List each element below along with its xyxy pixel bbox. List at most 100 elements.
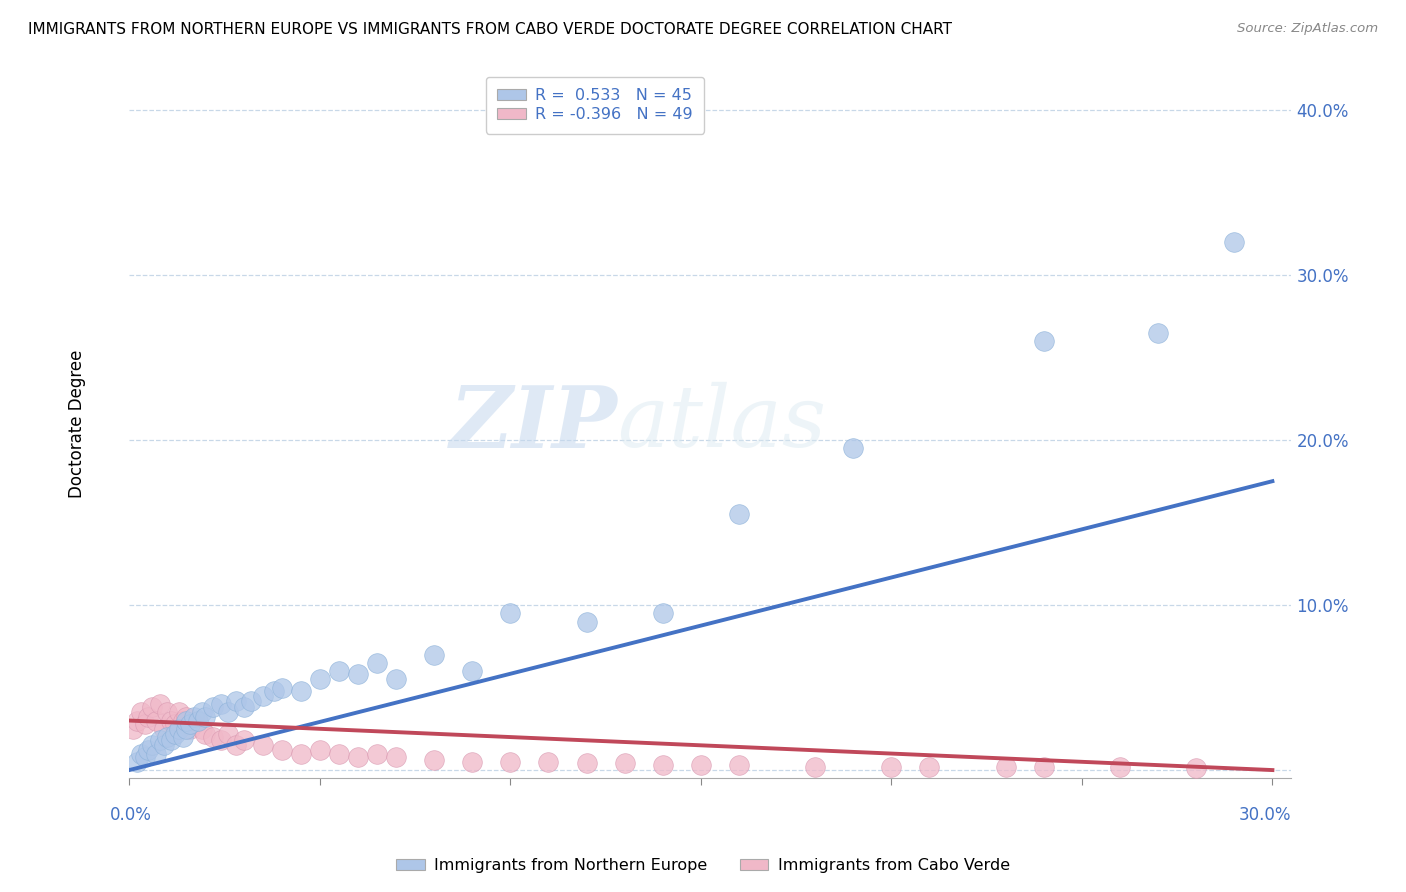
Point: [134, 716, 156, 731]
Point: [183, 716, 205, 731]
Point: [225, 739, 247, 753]
Point: [134, 750, 156, 764]
Point: [145, 747, 167, 761]
Text: ZIP: ZIP: [450, 382, 617, 465]
Point: [217, 727, 239, 741]
Point: [167, 722, 190, 736]
Point: [176, 722, 198, 736]
Point: [423, 648, 446, 662]
Point: [689, 758, 711, 772]
Point: [328, 747, 350, 761]
Text: Doctorate Degree: Doctorate Degree: [67, 350, 86, 498]
Point: [651, 758, 673, 772]
Point: [156, 730, 179, 744]
Point: [202, 730, 225, 744]
Text: 0.0%: 0.0%: [110, 806, 152, 824]
Point: [347, 750, 370, 764]
Point: [1032, 334, 1054, 348]
Point: [232, 733, 254, 747]
Point: [240, 694, 263, 708]
Point: [172, 730, 194, 744]
Point: [270, 681, 292, 695]
Point: [270, 743, 292, 757]
Point: [252, 689, 274, 703]
Point: [125, 714, 148, 728]
Point: [149, 697, 172, 711]
Point: [149, 733, 172, 747]
Point: [141, 739, 163, 753]
Point: [499, 755, 522, 769]
Text: 30.0%: 30.0%: [1239, 806, 1292, 824]
Point: [209, 697, 232, 711]
Point: [613, 756, 636, 771]
Point: [651, 607, 673, 621]
Legend: R =  0.533   N = 45, R = -0.396   N = 49: R = 0.533 N = 45, R = -0.396 N = 49: [486, 77, 704, 134]
Text: atlas: atlas: [617, 382, 827, 465]
Point: [183, 710, 205, 724]
Point: [152, 722, 174, 736]
Point: [187, 714, 209, 728]
Point: [141, 700, 163, 714]
Point: [232, 700, 254, 714]
Point: [347, 667, 370, 681]
Point: [167, 706, 190, 720]
Point: [461, 664, 484, 678]
Text: IMMIGRANTS FROM NORTHERN EUROPE VS IMMIGRANTS FROM CABO VERDE DOCTORATE DEGREE C: IMMIGRANTS FROM NORTHERN EUROPE VS IMMIG…: [28, 22, 952, 37]
Point: [136, 710, 159, 724]
Point: [172, 714, 194, 728]
Point: [842, 441, 865, 455]
Point: [179, 722, 201, 736]
Point: [575, 756, 598, 771]
Point: [918, 760, 941, 774]
Point: [176, 714, 198, 728]
Legend: Immigrants from Northern Europe, Immigrants from Cabo Verde: Immigrants from Northern Europe, Immigra…: [389, 852, 1017, 880]
Point: [163, 727, 186, 741]
Point: [156, 706, 179, 720]
Point: [385, 673, 408, 687]
Point: [1147, 326, 1170, 340]
Point: [290, 683, 312, 698]
Point: [163, 716, 186, 731]
Point: [575, 615, 598, 629]
Point: [252, 739, 274, 753]
Point: [225, 694, 247, 708]
Point: [499, 607, 522, 621]
Point: [461, 755, 484, 769]
Point: [209, 733, 232, 747]
Point: [308, 743, 330, 757]
Point: [994, 760, 1017, 774]
Point: [804, 760, 827, 774]
Point: [194, 710, 217, 724]
Point: [190, 706, 212, 720]
Point: [179, 716, 201, 731]
Point: [385, 750, 408, 764]
Point: [152, 739, 174, 753]
Point: [202, 700, 225, 714]
Point: [1109, 760, 1132, 774]
Text: Source: ZipAtlas.com: Source: ZipAtlas.com: [1237, 22, 1378, 36]
Point: [129, 706, 152, 720]
Point: [160, 714, 183, 728]
Point: [263, 683, 285, 698]
Point: [187, 714, 209, 728]
Point: [136, 743, 159, 757]
Point: [537, 755, 560, 769]
Point: [880, 760, 903, 774]
Point: [125, 755, 148, 769]
Point: [290, 747, 312, 761]
Point: [328, 664, 350, 678]
Point: [1185, 761, 1208, 775]
Point: [160, 733, 183, 747]
Point: [122, 722, 145, 736]
Point: [217, 706, 239, 720]
Point: [366, 656, 388, 670]
Point: [308, 673, 330, 687]
Point: [366, 747, 388, 761]
Point: [129, 747, 152, 761]
Point: [145, 714, 167, 728]
Point: [423, 753, 446, 767]
Point: [728, 507, 751, 521]
Point: [176, 710, 198, 724]
Point: [190, 722, 212, 736]
Point: [194, 727, 217, 741]
